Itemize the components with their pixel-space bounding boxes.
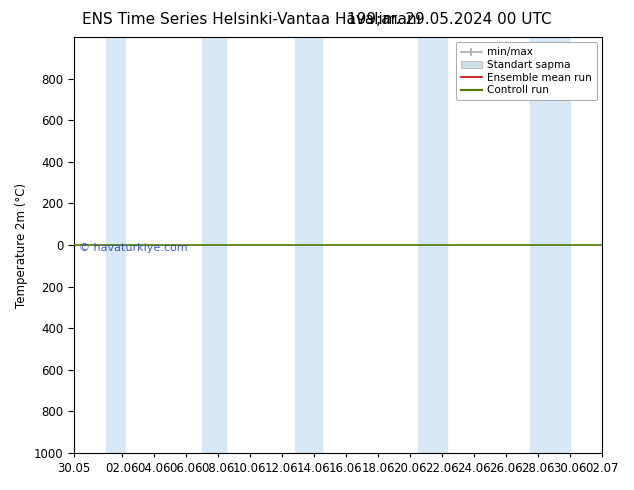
Bar (418, 37, 447, 453)
Bar (530, 37, 570, 453)
Text: 199;ar. 29.05.2024 00 UTC: 199;ar. 29.05.2024 00 UTC (347, 12, 552, 27)
Text: © havaturkiye.com: © havaturkiye.com (79, 243, 188, 253)
Bar (106, 37, 125, 453)
Legend: min/max, Standart sapma, Ensemble mean run, Controll run: min/max, Standart sapma, Ensemble mean r… (456, 42, 597, 100)
Text: ENS Time Series Helsinki-Vantaa Havalimanı: ENS Time Series Helsinki-Vantaa Havalima… (82, 12, 422, 27)
Bar (202, 37, 226, 453)
Y-axis label: Temperature 2m (°C): Temperature 2m (°C) (15, 182, 28, 308)
Bar (295, 37, 322, 453)
